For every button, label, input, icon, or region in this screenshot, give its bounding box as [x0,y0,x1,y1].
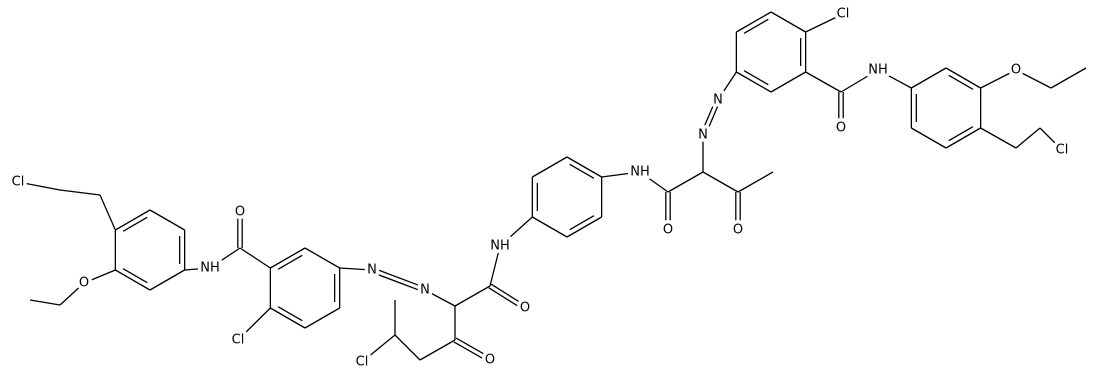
bond [911,67,947,89]
bond [569,163,595,179]
atom-label: N [698,128,708,143]
bond [566,216,602,238]
bond [59,282,85,306]
atom-label: Cl [1056,143,1069,158]
atom-label: O [663,223,673,238]
bond [394,334,421,361]
bond [237,307,271,341]
bond [770,71,806,93]
atom-label: Cl [837,7,850,22]
bond [17,181,61,191]
bond [277,306,303,322]
bond [1015,127,1041,149]
bond [743,18,769,34]
atom-label: NH [630,165,650,180]
bond [270,247,306,269]
atom-label: O [733,223,743,238]
bond [149,209,185,231]
atom-label: NH [200,261,220,276]
bond [270,307,306,329]
atom-label: Cl [232,333,245,348]
bond [569,215,595,231]
atom-label: NH [490,239,510,254]
bond [489,245,501,287]
bond [83,269,116,284]
bond [304,307,340,329]
bond [704,100,721,137]
bond [877,69,912,89]
bond [499,216,533,247]
bond [239,247,271,269]
bond [702,171,739,193]
atom-label: Cl [356,355,369,370]
bond [736,71,772,93]
bond [667,171,704,193]
atom-label: O [79,276,89,291]
bonds [17,11,1087,363]
bond [1039,127,1063,151]
bond [115,269,151,291]
bond [532,156,568,178]
bond [1050,67,1087,89]
bond [455,337,492,359]
bond [488,287,525,311]
atom-label: O [836,121,846,136]
bond [805,13,844,33]
atom-label: N [713,93,723,108]
bond [980,127,1017,149]
bond [339,267,373,271]
bond [149,269,185,291]
bond [948,74,974,90]
atom-label: O [1011,63,1021,78]
bond [840,69,879,93]
bond [372,267,427,289]
bond [945,67,981,89]
bond [361,334,396,363]
bond [700,98,717,135]
bond [601,171,641,178]
bond [566,156,602,178]
bond [532,216,568,238]
bond [424,289,456,307]
atom-label: N [420,283,430,298]
bond [29,299,61,306]
bond [911,127,947,149]
bond [1015,69,1052,89]
bond [184,267,211,271]
bond [945,127,981,149]
bond [115,209,151,231]
bond [370,271,425,293]
bond [99,194,116,231]
bond [453,341,490,363]
atom-label: N [367,263,377,278]
bond [122,216,148,232]
bond [122,268,148,284]
bond [948,126,974,142]
bond [59,189,101,196]
atom-label: Cl [12,175,25,190]
atom-label: NH [868,63,888,78]
bond [770,11,806,33]
bond [980,69,1017,89]
bond [209,247,241,269]
bond [743,70,769,86]
bond [304,247,340,269]
bond [737,171,774,193]
bond [419,339,456,361]
bond [454,285,491,307]
bond [277,254,303,270]
bond [805,71,842,93]
atom-labels: Cl O NH O Cl N N O NH O Cl NH O O N N Cl O NH O Cl [8,3,1072,373]
bond [490,283,527,307]
bond [736,11,772,33]
atom-label: O [485,353,495,368]
bond [639,171,669,193]
atom-label: O [520,301,530,316]
bond [717,71,737,101]
atom-label: O [235,205,245,220]
